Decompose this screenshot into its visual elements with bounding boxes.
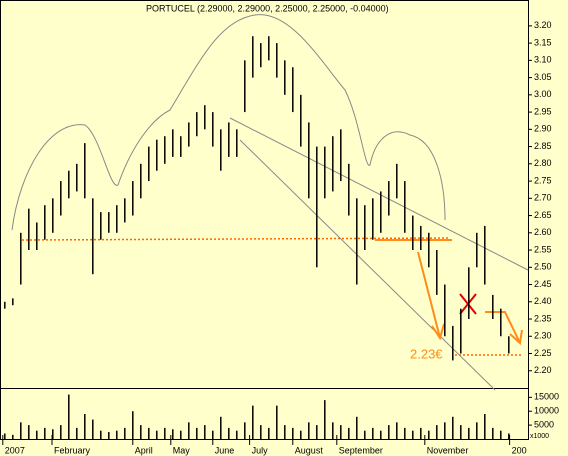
- x-tick-label: September: [339, 445, 383, 455]
- arrow: [485, 311, 523, 345]
- pattern-curve: [11, 14, 446, 231]
- y-tick-label: 2.35: [534, 313, 552, 323]
- volume-unit: x1000: [530, 433, 549, 440]
- y-tick-label: 2.50: [534, 262, 552, 272]
- x-tick-label: 2007: [5, 445, 25, 455]
- support-line: [21, 237, 451, 241]
- arrow: [417, 251, 445, 341]
- chart-title: PORTUCEL (2.29000, 2.29000, 2.25000, 2.2…: [146, 3, 389, 13]
- y-tick-label: 3.05: [534, 72, 552, 82]
- annotation: 2.23€: [410, 346, 443, 361]
- x-tick-label: April: [135, 445, 153, 455]
- y-tick-label: 2.60: [534, 227, 552, 237]
- x-tick-label: July: [252, 445, 269, 455]
- x-tick-label: May: [173, 445, 191, 455]
- trend-line: [229, 117, 529, 271]
- y-tick-label: 2.20: [534, 365, 552, 375]
- y-tick-label: 2.65: [534, 210, 552, 220]
- y-tick-label: 3.15: [534, 37, 552, 47]
- x-tick-label: 200: [512, 445, 527, 455]
- y-tick-label: 2.85: [534, 141, 552, 151]
- cross-mark: [459, 293, 477, 315]
- y-tick-label: 2.75: [534, 175, 552, 185]
- y2-tick-label: 15000: [534, 392, 559, 402]
- y-tick-label: 2.70: [534, 193, 552, 203]
- y-tick-label: 2.90: [534, 124, 552, 134]
- y-tick-label: 2.55: [534, 244, 552, 254]
- y-tick-label: 3.10: [534, 55, 552, 65]
- y-tick-label: 3.20: [534, 20, 552, 30]
- y2-tick-label: 10000: [534, 406, 559, 416]
- y2-tick-label: 5000: [534, 419, 554, 429]
- y-tick-label: 3.00: [534, 89, 552, 99]
- y-tick-label: 2.45: [534, 279, 552, 289]
- x-tick-label: June: [215, 445, 235, 455]
- y-tick-label: 2.80: [534, 158, 552, 168]
- y-tick-label: 2.25: [534, 348, 552, 358]
- y-tick-label: 2.40: [534, 296, 552, 306]
- plot-frame: [0, 0, 529, 440]
- y-tick-label: 2.95: [534, 106, 552, 116]
- x-tick-label: February: [54, 445, 91, 455]
- x-tick-label: August: [295, 445, 324, 455]
- y-tick-label: 2.30: [534, 331, 552, 341]
- x-tick-label: November: [427, 445, 469, 455]
